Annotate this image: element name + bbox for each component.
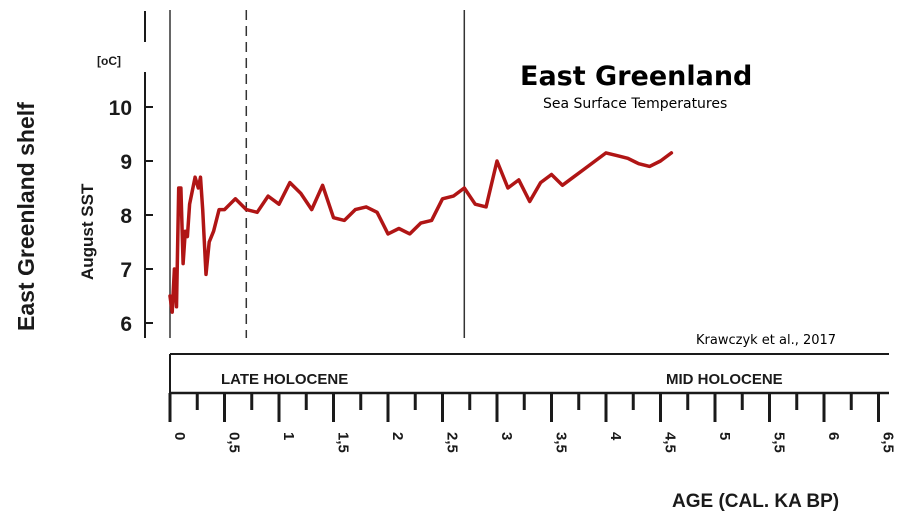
y-axis-ticks: 6 7 8 9 10 — [109, 97, 153, 336]
x-tick-label: 4 — [607, 432, 624, 441]
x-tick-label: 0,5 — [226, 432, 243, 453]
x-axis-ticks: 0 0,5 1 1,5 2 2,5 3 3,5 4 4,5 5 5,5 6 6,5 — [168, 393, 897, 453]
reference-lines — [169, 10, 466, 338]
x-tick-label: 3,5 — [553, 432, 570, 453]
x-tick-label: 3 — [498, 432, 515, 440]
x-tick-label: 2,5 — [444, 432, 461, 453]
x-tick-label: 0 — [171, 432, 188, 440]
series-group — [168, 151, 674, 314]
y-axis-unit: [oC] — [97, 54, 121, 68]
x-tick-label: 6,5 — [880, 432, 897, 453]
period-late-holocene: LATE HOLOCENE — [221, 371, 348, 388]
x-tick-label: 2 — [389, 432, 406, 440]
y-tick-label-6: 6 — [120, 313, 132, 336]
series-line-0 — [168, 151, 674, 314]
period-mid-holocene: MID HOLOCENE — [666, 371, 783, 388]
x-tick-label: 1 — [280, 432, 297, 440]
x-tick-label: 1,5 — [335, 432, 352, 453]
y-tick-label-7: 7 — [120, 259, 132, 282]
x-tick-label: 5 — [716, 432, 733, 440]
x-axis-label: AGE (CAL. KA BP) — [672, 491, 839, 512]
y-tick-label-9: 9 — [120, 151, 132, 174]
x-tick-label: 6 — [825, 432, 842, 440]
y-tick-label-8: 8 — [120, 205, 132, 228]
outer-shelf-label: East Greenland shelf — [13, 102, 39, 331]
citation-text: Krawczyk et al., 2017 — [696, 333, 836, 348]
chart-title: East Greenland — [520, 61, 752, 92]
chart-subtitle: Sea Surface Temperatures — [543, 96, 727, 112]
x-tick-label: 4,5 — [662, 432, 679, 453]
y-axis-label: August SST — [78, 183, 97, 280]
x-tick-label: 5,5 — [771, 432, 788, 453]
y-tick-label-10: 10 — [109, 97, 132, 120]
